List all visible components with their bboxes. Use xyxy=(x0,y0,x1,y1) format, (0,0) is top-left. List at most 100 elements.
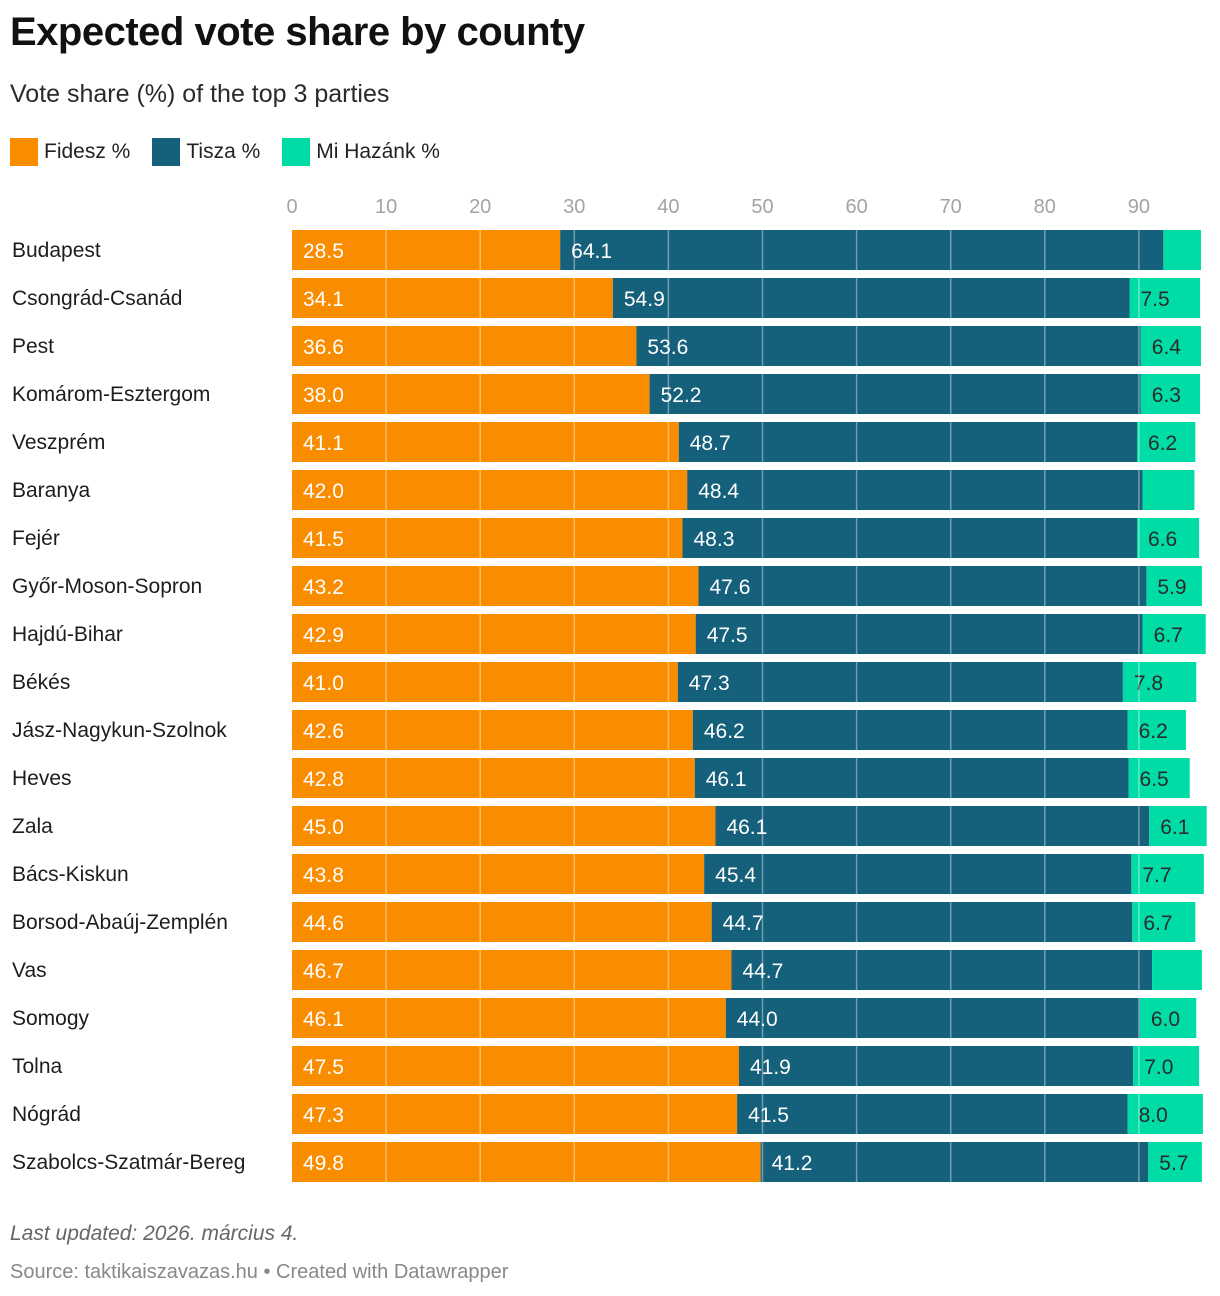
data-label-fidesz-zala: 45.0 xyxy=(303,816,344,839)
x-tick-label-80: 80 xyxy=(1034,196,1056,218)
data-label-fidesz-heves: 42.8 xyxy=(303,768,344,791)
data-label-tisza-jasz-nagykun-szolnok: 46.2 xyxy=(704,720,745,743)
x-tick-label-20: 20 xyxy=(469,196,491,218)
legend-label-tisza: Tisza % xyxy=(186,140,261,163)
bar-mi-hazank-fejer xyxy=(1137,518,1200,558)
bar-mi-hazank-veszprem xyxy=(1137,422,1196,462)
data-label-fidesz-jasz-nagykun-szolnok: 42.6 xyxy=(303,720,344,743)
bar-tisza-zala xyxy=(715,806,1150,846)
chart-subtitle: Vote share (%) of the top 3 parties xyxy=(10,80,390,108)
bar-mi-hazank-somogy xyxy=(1139,998,1197,1038)
bar-tisza-csongrad-csanad xyxy=(612,278,1130,318)
legend-item-mi-hazank: Mi Hazánk % xyxy=(282,138,440,166)
category-label-bekes: Békés xyxy=(12,671,70,694)
data-label-tisza-bekes: 47.3 xyxy=(689,672,730,695)
bar-mi-hazank-tolna xyxy=(1133,1046,1200,1086)
data-label-tisza-zala: 46.1 xyxy=(726,816,767,839)
bar-mi-hazank-komarom-esztergom xyxy=(1140,374,1201,414)
bar-mi-hazank-nograd xyxy=(1127,1094,1203,1134)
category-label-bacs-kiskun: Bács-Kiskun xyxy=(12,863,129,886)
data-label-fidesz-vas: 46.7 xyxy=(303,960,344,983)
legend-label-fidesz: Fidesz % xyxy=(44,140,131,163)
category-label-somogy: Somogy xyxy=(12,1007,90,1030)
x-tick-label-90: 90 xyxy=(1128,196,1150,218)
category-label-szabolcs-szatmar-bereg: Szabolcs-Szatmár-Bereg xyxy=(12,1151,245,1174)
data-label-mi-hazank-bekes: 7.8 xyxy=(1134,672,1163,695)
bar-mi-hazank-csongrad-csanad xyxy=(1129,278,1201,318)
x-tick-label-60: 60 xyxy=(845,196,867,218)
data-label-fidesz-nograd: 47.3 xyxy=(303,1104,344,1127)
category-label-hajdu-bihar: Hajdú-Bihar xyxy=(12,623,123,646)
data-label-fidesz-hajdu-bihar: 42.9 xyxy=(303,624,344,647)
bar-fidesz-bekes xyxy=(292,662,678,702)
data-label-fidesz-veszprem: 41.1 xyxy=(303,432,344,455)
bar-tisza-komarom-esztergom xyxy=(649,374,1141,414)
bar-mi-hazank-jasz-nagykun-szolnok xyxy=(1127,710,1186,750)
category-label-komarom-esztergom: Komárom-Esztergom xyxy=(12,383,210,406)
bar-tisza-pest xyxy=(636,326,1141,366)
bar-fidesz-hajdu-bihar xyxy=(292,614,696,654)
data-label-tisza-komarom-esztergom: 52.2 xyxy=(661,384,702,407)
data-label-fidesz-csongrad-csanad: 34.1 xyxy=(303,288,344,311)
bar-fidesz-bacs-kiskun xyxy=(292,854,705,894)
bar-fidesz-budapest xyxy=(292,230,561,270)
data-label-tisza-nograd: 41.5 xyxy=(748,1104,789,1127)
bar-mi-hazank-borsod-abauj-zemplen xyxy=(1132,902,1196,942)
chart-title: Expected vote share by county xyxy=(10,10,585,54)
bar-tisza-budapest xyxy=(560,230,1164,270)
bar-tisza-somogy xyxy=(725,998,1140,1038)
data-label-fidesz-komarom-esztergom: 38.0 xyxy=(303,384,344,407)
data-label-mi-hazank-szabolcs-szatmar-bereg: 5.7 xyxy=(1159,1152,1188,1175)
bar-mi-hazank-vas xyxy=(1152,950,1202,990)
x-tick-label-30: 30 xyxy=(563,196,585,218)
data-label-tisza-hajdu-bihar: 47.5 xyxy=(707,624,748,647)
data-label-mi-hazank-gyor-moson-sopron: 5.9 xyxy=(1157,576,1186,599)
x-tick-label-0: 0 xyxy=(286,196,297,218)
data-label-fidesz-budapest: 28.5 xyxy=(303,240,344,263)
data-label-tisza-bacs-kiskun: 45.4 xyxy=(715,864,756,887)
bar-tisza-baranya xyxy=(687,470,1143,510)
data-label-tisza-budapest: 64.1 xyxy=(571,240,612,263)
category-label-csongrad-csanad: Csongrád-Csanád xyxy=(12,287,182,310)
legend-item-fidesz: Fidesz % xyxy=(10,138,130,166)
data-label-fidesz-pest: 36.6 xyxy=(303,336,344,359)
data-label-tisza-somogy: 44.0 xyxy=(737,1008,778,1031)
bar-tisza-veszprem xyxy=(678,422,1138,462)
data-label-tisza-baranya: 48.4 xyxy=(698,480,739,503)
bar-mi-hazank-heves xyxy=(1128,758,1190,798)
bar-tisza-heves xyxy=(694,758,1129,798)
data-label-fidesz-bekes: 41.0 xyxy=(303,672,344,695)
x-tick-label-70: 70 xyxy=(940,196,962,218)
x-tick-label-10: 10 xyxy=(375,196,397,218)
data-label-tisza-csongrad-csanad: 54.9 xyxy=(624,288,665,311)
data-label-mi-hazank-borsod-abauj-zemplen: 6.7 xyxy=(1143,912,1172,935)
bar-fidesz-gyor-moson-sopron xyxy=(292,566,699,606)
source-label: Source: taktikaiszavazas.hu xyxy=(10,1261,258,1283)
data-label-mi-hazank-zala: 6.1 xyxy=(1160,816,1189,839)
data-label-tisza-gyor-moson-sopron: 47.6 xyxy=(710,576,751,599)
data-label-mi-hazank-nograd: 8.0 xyxy=(1139,1104,1168,1127)
bar-fidesz-komarom-esztergom xyxy=(292,374,650,414)
bar-tisza-borsod-abauj-zemplen xyxy=(711,902,1133,942)
category-label-tolna: Tolna xyxy=(12,1055,63,1078)
legend-swatch-tisza xyxy=(152,138,181,166)
data-label-fidesz-baranya: 42.0 xyxy=(303,480,344,503)
bar-tisza-hajdu-bihar xyxy=(695,614,1143,654)
bar-fidesz-vas xyxy=(292,950,732,990)
data-label-mi-hazank-pest: 6.4 xyxy=(1152,336,1182,359)
bar-tisza-tolna xyxy=(738,1046,1134,1086)
bar-mi-hazank-szabolcs-szatmar-bereg xyxy=(1148,1142,1202,1182)
bar-fidesz-somogy xyxy=(292,998,726,1038)
category-label-fejer: Fejér xyxy=(12,527,60,550)
category-label-heves: Heves xyxy=(12,767,72,790)
data-label-fidesz-bacs-kiskun: 43.8 xyxy=(303,864,344,887)
data-label-mi-hazank-bacs-kiskun: 7.7 xyxy=(1142,864,1171,887)
bar-tisza-vas xyxy=(731,950,1153,990)
data-label-tisza-szabolcs-szatmar-bereg: 41.2 xyxy=(772,1152,813,1175)
data-label-tisza-pest: 53.6 xyxy=(647,336,688,359)
bar-tisza-bekes xyxy=(677,662,1123,702)
bar-fidesz-tolna xyxy=(292,1046,739,1086)
category-label-nograd: Nógrád xyxy=(12,1103,81,1126)
bar-fidesz-szabolcs-szatmar-bereg xyxy=(292,1142,761,1182)
bar-mi-hazank-bacs-kiskun xyxy=(1131,854,1204,894)
